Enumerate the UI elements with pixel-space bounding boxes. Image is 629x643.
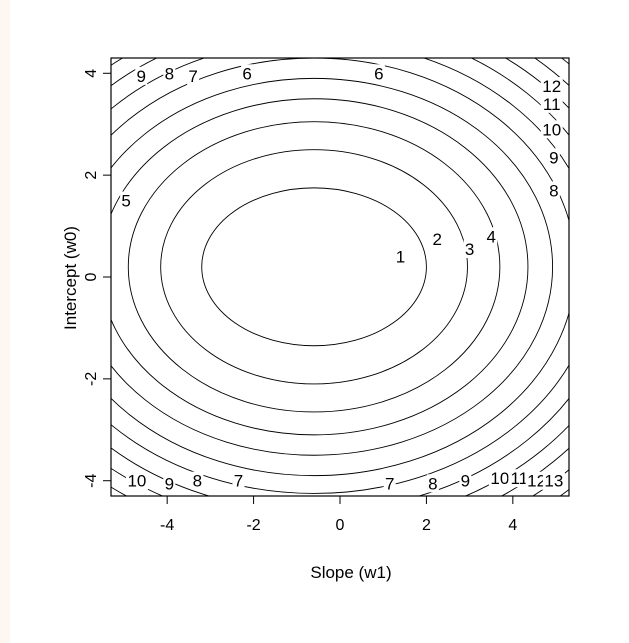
contour-level-6	[111, 58, 569, 477]
contour-label: 7	[234, 472, 243, 491]
contour-label-bg	[372, 64, 385, 83]
contour-label: 8	[165, 64, 174, 83]
contour-label-bg	[431, 229, 444, 248]
y-tick-label: -2	[83, 372, 100, 386]
y-tick-label: 4	[83, 69, 100, 78]
contour-label: 11	[510, 469, 528, 488]
contour-label: 2	[432, 230, 441, 249]
x-axis: -4 -2 0 2 4	[160, 496, 517, 534]
contour-label-bg	[191, 471, 204, 490]
x-axis-label: Slope (w1)	[310, 563, 391, 582]
contour-label-bg	[463, 239, 476, 258]
contour-label-bg	[485, 227, 498, 246]
contour-label: 6	[374, 64, 383, 83]
x-tick-label: -2	[246, 517, 260, 534]
contour-label-bg	[547, 181, 560, 200]
y-tick-label: 0	[83, 272, 100, 281]
contour-level-7	[111, 58, 569, 494]
contour-level-1	[201, 187, 427, 347]
contour-label: 9	[461, 472, 470, 491]
contour-label-bg	[547, 148, 560, 167]
contour-label-bg	[426, 474, 439, 493]
contour-label: 9	[137, 67, 146, 86]
contour-label: 10	[542, 120, 561, 139]
contour-level-8	[111, 58, 569, 496]
contour-label-bg	[125, 471, 148, 490]
contour-label-bg	[525, 471, 548, 490]
contour-label: 12	[527, 472, 546, 491]
contour-label: 7	[188, 67, 197, 86]
contour-label: 10	[127, 472, 146, 491]
x-tick-label: 2	[422, 517, 431, 534]
contour-level-13	[10, 0, 629, 585]
y-tick-label: -4	[83, 474, 100, 488]
contour-label-bg	[540, 77, 563, 96]
contour-label-bg	[163, 64, 176, 83]
contour-level-9	[111, 58, 569, 496]
y-axis-label: Intercept (w0)	[61, 226, 80, 330]
y-tick-label: 2	[83, 171, 100, 180]
contour-level-3	[127, 121, 501, 413]
chart-card: 1 2 3 4 5 6 6 7 8 9 12 11 10 9 8 10 9 8 7 7 8 9 10 11 12 13 -4 -2 0…	[10, 0, 629, 643]
contour-label-bg	[241, 64, 254, 83]
contour-label: 10	[490, 469, 509, 488]
plot-frame	[110, 57, 570, 497]
contour-label: 3	[465, 240, 474, 259]
contour-label-bg	[187, 66, 200, 85]
contour-label: 13	[544, 472, 563, 491]
contour-label-bg	[459, 471, 472, 490]
contour-label: 9	[549, 148, 558, 167]
contour-label: 8	[549, 181, 558, 200]
contour-label-bg	[120, 191, 133, 210]
contour-label-bg	[540, 120, 563, 139]
x-tick-label: 4	[508, 517, 517, 534]
contour-label-bg	[508, 469, 531, 488]
contour-label: 9	[165, 474, 174, 493]
contour-label: 8	[193, 472, 202, 491]
contour-label: 8	[428, 474, 437, 493]
contour-level-4	[111, 98, 529, 436]
contour-label: 7	[385, 474, 394, 493]
x-tick-label: 0	[336, 517, 345, 534]
contour-label: 1	[396, 248, 405, 267]
contour-level-5	[111, 77, 553, 456]
y-axis: -4 -2 0 2 4	[83, 69, 111, 488]
contour-label: 5	[121, 192, 130, 211]
contour-label: 12	[542, 77, 561, 96]
contour-lines	[10, 0, 629, 585]
contour-label-bg	[135, 66, 148, 85]
contour-level-2	[160, 149, 468, 385]
x-tick-label: -4	[160, 517, 174, 534]
contour-level-10	[111, 58, 569, 496]
contour-label: 11	[543, 95, 561, 114]
contour-label-bg	[394, 247, 407, 266]
contour-label-bg	[488, 469, 511, 488]
contour-label: 4	[486, 227, 495, 246]
contour-label-bg	[383, 474, 396, 493]
contour-label-bg	[163, 474, 176, 493]
contour-label-bg	[540, 94, 563, 113]
contour-label: 6	[242, 64, 251, 83]
contour-label-bg	[232, 471, 245, 490]
contour-label-bg	[542, 471, 565, 490]
